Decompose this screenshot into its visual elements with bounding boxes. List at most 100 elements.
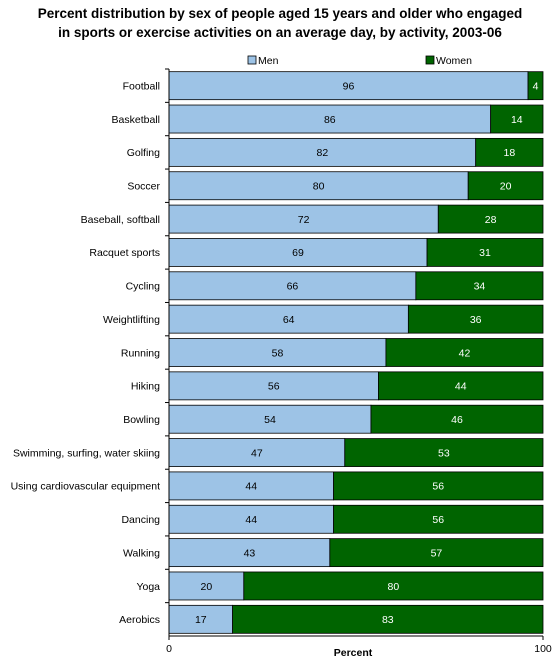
category-label: Dancing <box>121 514 160 526</box>
bar-women-basketball <box>490 104 544 134</box>
bar-men-bowling <box>168 404 372 434</box>
category-label: Basketball <box>112 114 160 126</box>
bar-women-dancing <box>333 504 544 534</box>
value-label-men: 58 <box>272 347 284 359</box>
x-tick-label: 0 <box>166 643 172 655</box>
value-label-men: 86 <box>324 114 336 126</box>
bar-row-football: Football 96 4 <box>123 71 544 101</box>
category-label: Aerobics <box>119 614 160 626</box>
bar-men-basketball <box>168 104 492 134</box>
legend: Men Women <box>247 55 472 67</box>
bar-men-using-cardiovascular-equipment <box>168 471 334 501</box>
value-label-men: 44 <box>245 514 257 526</box>
value-label-women: 56 <box>432 481 444 493</box>
legend-label-women: Women <box>436 55 472 67</box>
chart-title-line-1: Percent distribution by sex of people ag… <box>38 6 523 21</box>
category-label: Racquet sports <box>89 247 160 259</box>
bar-row-dancing: Dancing 44 56 <box>121 504 544 534</box>
bar-women-soccer <box>467 171 544 201</box>
value-label-men: 72 <box>298 214 310 226</box>
bar-women-running <box>385 338 544 367</box>
value-label-men: 54 <box>264 414 276 426</box>
bar-men-aerobics <box>168 604 233 634</box>
bar-women-using-cardiovascular-equipment <box>333 471 544 501</box>
bar-row-running: Running 58 42 <box>121 338 544 367</box>
bar-women-walking <box>329 538 544 568</box>
value-label-women: 34 <box>474 281 486 293</box>
value-label-men: 96 <box>343 80 355 92</box>
bar-row-soccer: Soccer 80 20 <box>127 171 544 201</box>
x-axis: 0 100 Percent <box>165 68 552 659</box>
value-label-women: 46 <box>451 414 463 426</box>
bar-women-football <box>527 71 544 101</box>
category-label: Bowling <box>123 414 160 426</box>
bar-row-racquet-sports: Racquet sports 69 31 <box>89 238 544 267</box>
bar-women-cycling <box>415 271 544 301</box>
value-label-women: 44 <box>455 381 467 393</box>
bar-men-yoga <box>168 571 245 601</box>
bar-row-yoga: Yoga 20 80 <box>136 571 544 601</box>
legend-swatch-men <box>247 55 257 65</box>
value-label-men: 80 <box>313 181 325 193</box>
bar-men-dancing <box>168 504 334 534</box>
bar-men-soccer <box>168 171 469 201</box>
chart-title-line-2: in sports or exercise activities on an a… <box>58 25 502 40</box>
value-label-women: 18 <box>503 147 515 159</box>
value-label-women: 31 <box>479 247 491 259</box>
bar-women-yoga <box>243 571 544 601</box>
bar-women-swimming-surfing-water-skiing <box>344 438 544 467</box>
bar-row-basketball: Basketball 86 14 <box>112 104 544 134</box>
bar-women-golfing <box>475 137 544 167</box>
value-label-men: 17 <box>195 614 207 626</box>
bar-row-swimming-surfing-water-skiing: Swimming, surfing, water skiing 47 53 <box>13 438 544 467</box>
bar-women-baseball-softball <box>437 204 544 234</box>
bar-men-walking <box>168 538 331 568</box>
bar-men-golfing <box>168 137 477 167</box>
bar-men-cycling <box>168 271 417 301</box>
value-label-women: 83 <box>382 614 394 626</box>
legend-label-men: Men <box>258 55 279 67</box>
bar-row-using-cardiovascular-equipment: Using cardiovascular equipment 44 56 <box>11 471 544 501</box>
category-label: Hiking <box>131 381 160 393</box>
category-label: Football <box>123 80 160 92</box>
value-label-women: 57 <box>431 547 443 559</box>
value-label-men: 69 <box>292 247 304 259</box>
category-label: Golfing <box>127 147 160 159</box>
bar-men-racquet-sports <box>168 238 428 267</box>
bar-row-aerobics: Aerobics 17 83 <box>119 604 544 634</box>
value-label-women: 28 <box>485 214 497 226</box>
value-label-men: 64 <box>283 314 295 326</box>
value-label-men: 43 <box>244 547 256 559</box>
value-label-men: 20 <box>201 581 213 593</box>
plot-area: Football 96 4 Basketball 86 14 Golfing 82 18 Socc… <box>11 71 544 634</box>
value-label-women: 14 <box>511 114 523 126</box>
value-label-women: 56 <box>432 514 444 526</box>
bar-row-walking: Walking 43 57 <box>123 538 544 568</box>
category-label: Soccer <box>127 181 160 193</box>
bar-men-swimming-surfing-water-skiing <box>168 438 346 467</box>
category-label: Running <box>121 347 160 359</box>
bar-row-baseball-softball: Baseball, softball 72 28 <box>81 204 544 234</box>
bar-row-hiking: Hiking 56 44 <box>131 371 544 401</box>
value-label-women: 42 <box>459 347 471 359</box>
bar-row-bowling: Bowling 54 46 <box>123 404 544 434</box>
bar-row-golfing: Golfing 82 18 <box>127 137 544 167</box>
value-label-women: 20 <box>500 181 512 193</box>
x-axis-label: Percent <box>334 647 373 659</box>
value-label-women: 4 <box>533 80 539 92</box>
x-tick-label: 100 <box>534 643 552 655</box>
value-label-men: 66 <box>287 281 299 293</box>
value-label-women: 53 <box>438 447 450 459</box>
bar-women-weightlifting <box>407 304 544 334</box>
category-label: Using cardiovascular equipment <box>11 481 160 493</box>
bar-women-bowling <box>370 404 544 434</box>
legend-swatch-women <box>425 55 435 65</box>
value-label-men: 56 <box>268 381 280 393</box>
bar-men-hiking <box>168 371 379 401</box>
category-label: Yoga <box>136 581 160 593</box>
value-label-women: 80 <box>388 581 400 593</box>
category-label: Weightlifting <box>103 314 160 326</box>
bar-men-running <box>168 338 387 367</box>
category-label: Swimming, surfing, water skiing <box>13 447 160 459</box>
